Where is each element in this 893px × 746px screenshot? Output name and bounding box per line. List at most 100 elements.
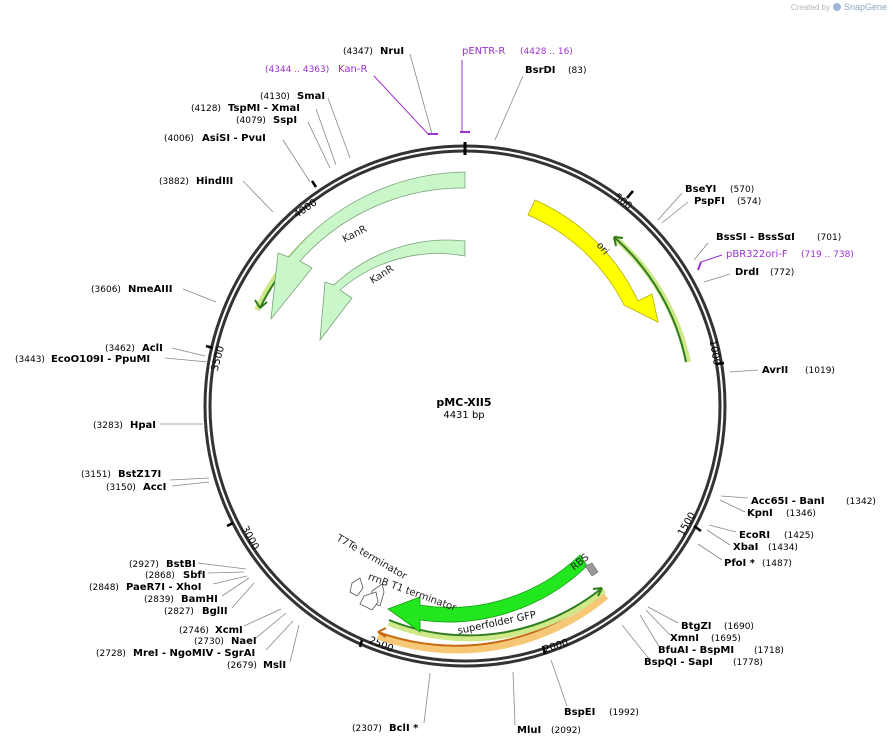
site-hindiii[interactable]: (3882) HindIII (159, 176, 233, 187)
site-position: (2839) (144, 595, 174, 605)
site-label: PspFI (694, 196, 725, 207)
site-bcli[interactable]: (2307) BclI * (352, 723, 419, 734)
tick-mark (358, 639, 364, 648)
primer-pentr-r[interactable]: pENTR-R (4428 .. 16) (460, 46, 573, 133)
site-position: (3443) (15, 355, 45, 365)
site-naei[interactable]: (2730) NaeI (194, 636, 257, 647)
site-position: (3462) (105, 344, 135, 354)
site-bstz17i[interactable]: (3151) BstZ17I (81, 469, 161, 480)
site-label: XcmI (215, 625, 243, 636)
site-position: (3882) (159, 177, 189, 187)
feature-kanr-inner[interactable]: KanR (319, 239, 466, 342)
site-label: EcoRI (739, 530, 770, 541)
site-xbai[interactable]: XbaI (1434) (733, 542, 798, 553)
site-label: Acc65I - BanI (751, 496, 825, 507)
site-bsssi[interactable]: BssSI - BssSαI (701) (716, 232, 841, 243)
site-nmeaiii[interactable]: (3606) NmeAIII (91, 284, 172, 295)
site-xcmi[interactable]: (2746) XcmI (179, 625, 243, 636)
site-label: BclI * (389, 723, 419, 734)
primer-pbr322ori-f[interactable]: pBR322ori-F (719 .. 738) (697, 249, 854, 271)
site-tspmi[interactable]: (4128) TspMI - XmaI (191, 103, 300, 114)
site-ecoo109i[interactable]: (3443) EcoO109I - PpuMI (15, 354, 150, 365)
site-sbfi[interactable]: (2868) SbfI (145, 570, 205, 581)
site-smai[interactable]: (4130) SmaI (260, 91, 325, 102)
site-label: AvrII (762, 365, 788, 376)
tick-mark (226, 521, 234, 528)
site-asisi[interactable]: (4006) AsiSI - PvuI (164, 133, 266, 144)
tick-mark (541, 645, 547, 655)
site-position: (4130) (260, 92, 290, 102)
site-label: BfuAI - BspMI (658, 645, 734, 656)
site-label: XbaI (733, 542, 758, 553)
site-label: DrdI (735, 267, 759, 278)
site-bspei[interactable]: BspEI (1992) (564, 707, 639, 718)
site-position: (2730) (194, 637, 224, 647)
site-xmni[interactable]: XmnI (1695) (670, 633, 741, 644)
tick-label: 1000 (707, 339, 722, 366)
site-label: BseYI (685, 184, 716, 195)
site-bspqi[interactable]: BspQI - SapI (1778) (644, 657, 763, 668)
site-bstbi[interactable]: (2927) BstBI (129, 559, 196, 570)
site-pfoi[interactable]: PfoI * (1487) (724, 558, 792, 569)
primer-kan-r[interactable]: (4344 .. 4363) Kan-R (265, 64, 438, 135)
site-position: (2679) (227, 661, 257, 671)
site-ecori[interactable]: EcoRI (1425) (739, 530, 814, 541)
primer-name: pBR322ori-F (726, 249, 788, 260)
site-label: BspEI (564, 707, 595, 718)
primer-name: pENTR-R (462, 46, 505, 57)
site-drdi[interactable]: DrdI (772) (735, 267, 794, 278)
site-position: (83) (568, 66, 586, 76)
site-position: (4079) (236, 116, 266, 126)
site-sspi[interactable]: (4079) SspI (236, 115, 297, 126)
site-position: (1718) (754, 646, 784, 656)
site-position: (2728) (96, 649, 126, 659)
site-mlui[interactable]: MluI (2092) (517, 725, 581, 736)
site-position: (1019) (805, 366, 835, 376)
site-position: (3283) (93, 421, 123, 431)
feature-ori[interactable]: ori (527, 199, 691, 363)
site-position: (574) (737, 197, 761, 207)
site-msli[interactable]: (2679) MslI (227, 660, 286, 671)
site-label: SmaI (297, 91, 325, 102)
site-nrui[interactable]: (4347) NruI (343, 46, 404, 57)
snapgene-credit: Created by SnapGene (791, 2, 887, 12)
site-label: BglII (202, 606, 228, 617)
site-paer7i[interactable]: (2848) PaeR7I - XhoI (89, 582, 202, 593)
site-label: NruI (380, 46, 404, 57)
site-label: HpaI (130, 420, 156, 431)
site-bamhi[interactable]: (2839) BamHI (144, 594, 218, 605)
site-label: BsrDI (525, 65, 556, 76)
primer-range: (4344 .. 4363) (265, 65, 329, 75)
site-bfuai[interactable]: BfuAI - BspMI (1718) (658, 645, 784, 656)
site-label: HindIII (196, 176, 233, 187)
site-bseyi[interactable]: BseYI (570) (685, 184, 754, 195)
site-label: EcoO109I - PpuMI (51, 354, 150, 365)
feature-terminators[interactable]: rrnB T1 terminator T7Te terminator (333, 532, 458, 614)
site-label: BstZ17I (118, 469, 161, 480)
site-acc65i[interactable]: Acc65I - BanI (1342) (751, 496, 876, 507)
site-btgzi[interactable]: BtgZI (1690) (681, 621, 754, 632)
feature-superfolder-gfp[interactable]: superfolder GFP RBS (376, 552, 609, 654)
site-bglii[interactable]: (2827) BglII (164, 606, 228, 617)
site-acli[interactable]: (3462) AclI (105, 343, 163, 354)
site-position: (4347) (343, 47, 373, 57)
plasmid-name: pMC-XII5 (436, 396, 491, 409)
site-pspfi[interactable]: PspFI (574) (694, 196, 761, 207)
tick-mark (626, 190, 634, 199)
primer-range: (4428 .. 16) (520, 47, 573, 57)
site-mrei[interactable]: (2728) MreI - NgoMIV - SgrAI (96, 648, 255, 659)
site-position: (4006) (164, 134, 194, 144)
site-label: AclI (142, 343, 163, 354)
site-kpni[interactable]: KpnI (1346) (747, 508, 816, 519)
restriction-sites: BsrDI (83) BseYI (570) PspFI (574) BssSI - … (15, 46, 876, 736)
site-label: KpnI (747, 508, 773, 519)
site-avrii[interactable]: AvrII (1019) (762, 365, 835, 376)
site-hpai[interactable]: (3283) HpaI (93, 420, 156, 431)
site-position: (3151) (81, 470, 111, 480)
tick-mark (205, 344, 214, 350)
site-bsrdi[interactable]: BsrDI (83) (525, 65, 586, 76)
site-label: MslI (263, 660, 286, 671)
site-position: (2746) (179, 626, 209, 636)
site-acci[interactable]: (3150) AccI (106, 482, 166, 493)
